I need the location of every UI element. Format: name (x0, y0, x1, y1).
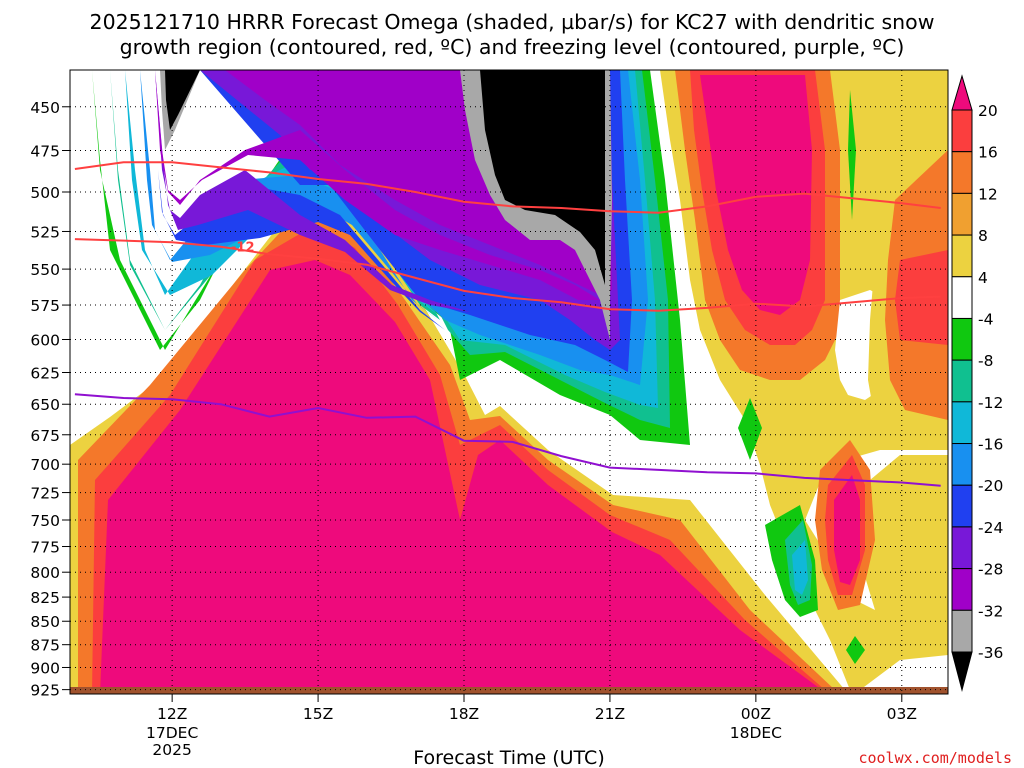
chart-title-line-2: growth region (contoured, red, ºC) and f… (120, 35, 905, 59)
x-tick-label: 15Z (303, 705, 333, 723)
colorbar-label: 20 (978, 102, 998, 120)
y-tick-label: 925 (30, 682, 60, 700)
plot-area: -12 (70, 70, 948, 694)
shading-lr-pink (834, 475, 860, 585)
y-tick-label: 700 (30, 456, 60, 474)
x-tick-label: 21Z (595, 705, 625, 723)
contour-line-2 (74, 393, 941, 487)
colorbar-label: -20 (978, 477, 1003, 495)
colorbar-label: 16 (978, 144, 998, 162)
colorbar-label: -28 (978, 561, 1003, 579)
colorbar: 20 16 12 8 4 -4 -8 -12 -16 -20 -24 -28 -32 -36 (951, 74, 1003, 692)
colorbar-label: 8 (978, 227, 988, 245)
colorbar-box (951, 401, 973, 445)
colorbar-label: -24 (978, 519, 1003, 537)
shading-left-pink (100, 260, 822, 694)
contour-line-1 (74, 161, 941, 214)
y-tick-label: 525 (30, 223, 60, 241)
colorbar-label: -16 (978, 436, 1003, 454)
colorbar-label: 4 (978, 269, 988, 287)
x-tick-sublabel: 17DEC (146, 724, 198, 742)
y-tick-label: 900 (30, 659, 60, 677)
x-tick-label: 18Z (449, 705, 479, 723)
colorbar-box (951, 443, 973, 486)
shading-lr-cyan (792, 540, 808, 595)
y-tick-label: 475 (30, 143, 60, 161)
y-tick-label: 875 (30, 637, 60, 655)
y-tick-label: 750 (30, 512, 60, 530)
y-tick-label: 500 (30, 184, 60, 202)
colorbar-box (951, 526, 973, 570)
y-tick-label: 800 (30, 564, 60, 582)
shading-sliver (848, 90, 856, 220)
colorbar-bottom-arrow (951, 651, 973, 692)
colorbar-box (951, 192, 973, 236)
colorbar-box (951, 568, 973, 611)
x-tick-sublabel: 18DEC (730, 724, 782, 742)
chart-title-line-1: 2025121710 HRRR Forecast Omega (shaded, … (90, 10, 935, 34)
x-tick-label: 00Z (741, 705, 771, 723)
y-tick-label: 675 (30, 427, 60, 445)
y-tick-label: 450 (30, 99, 60, 117)
colorbar-box (951, 317, 973, 361)
y-axis: 450 475 500 525 550 575 600 625 650 675 700 725 750 7… (30, 99, 70, 700)
plot-frame (69, 69, 949, 695)
y-tick-label: 725 (30, 485, 60, 503)
y-tick-label: 550 (30, 261, 60, 279)
x-axis-title: Forecast Time (UTC) (413, 747, 604, 768)
colorbar-box (951, 359, 973, 403)
shading-diamond-2 (846, 636, 865, 664)
colorbar-box (951, 609, 973, 653)
y-tick-label: 575 (30, 297, 60, 315)
colorbar-label: -4 (978, 310, 993, 328)
grid-lines (70, 70, 948, 694)
y-tick-label: 650 (30, 396, 60, 414)
y-tick-label: 775 (30, 539, 60, 557)
colorbar-box (951, 484, 973, 528)
colorbar-label: -32 (978, 602, 1003, 620)
y-tick-label: 600 (30, 331, 60, 349)
colorbar-box (951, 276, 973, 319)
colorbar-box (951, 234, 973, 278)
colorbar-label: -8 (978, 352, 993, 370)
colorbar-top-arrow (951, 74, 973, 111)
shading-top-black (480, 70, 605, 285)
x-tick-label: 03Z (887, 705, 917, 723)
colorbar-box (951, 151, 973, 194)
shading-ul-black (165, 70, 200, 130)
x-tick-sublabel: 2025 (152, 741, 191, 759)
contour-label: -12 (231, 241, 255, 256)
contour-line-0 (74, 238, 941, 312)
colorbar-label: -12 (978, 394, 1003, 412)
credit-text: coolwx.com/models (858, 749, 1012, 767)
shading-diamond-1 (738, 398, 762, 460)
y-tick-label: 625 (30, 365, 60, 383)
colorbar-label: 12 (978, 185, 998, 203)
colorbar-label: -36 (978, 644, 1003, 662)
x-tick-label: 12Z (157, 705, 187, 723)
y-tick-label: 850 (30, 613, 60, 631)
colorbar-box (951, 109, 973, 153)
y-tick-label: 825 (30, 589, 60, 607)
ground-strip (70, 687, 948, 694)
contour-lines: -12 (74, 161, 941, 487)
